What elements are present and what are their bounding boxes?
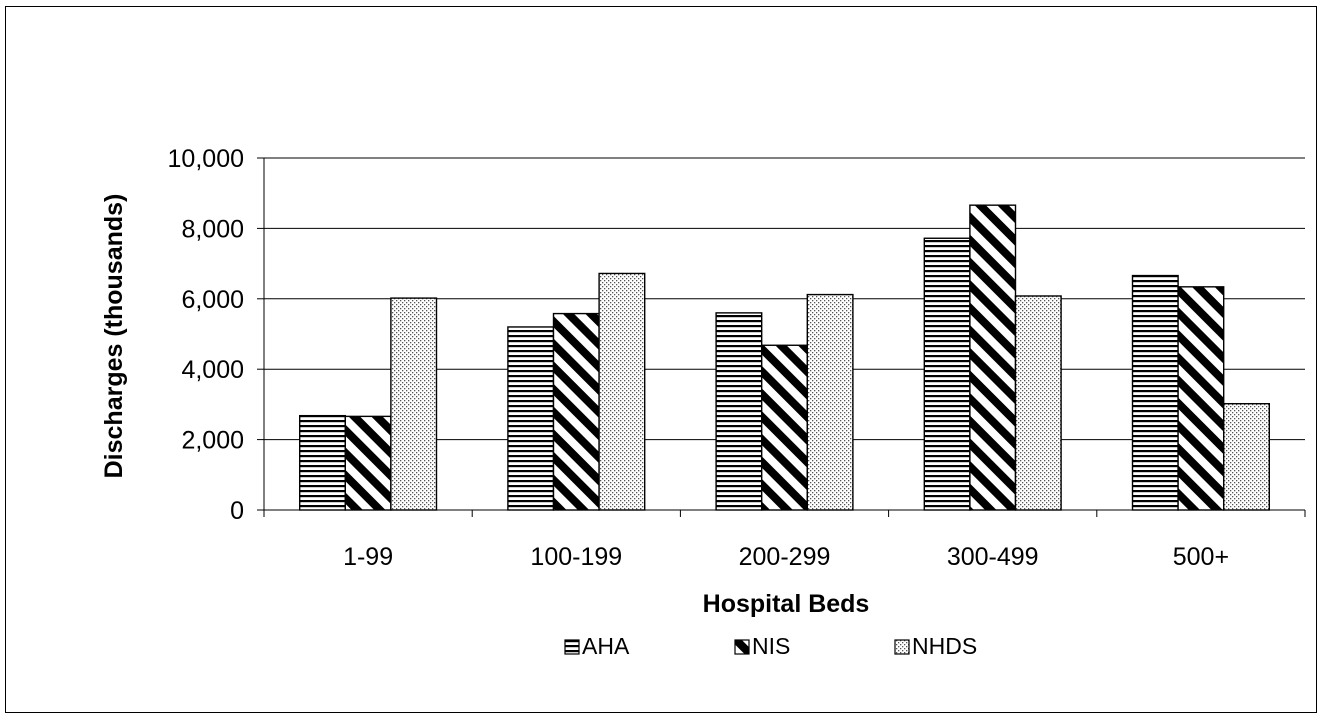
bar-aha [299,414,347,511]
legend-item-aha: AHA [564,633,630,659]
bar-aha [507,326,555,511]
y-tick-label: 6,000 [181,286,244,314]
y-tick-label: 4,000 [181,356,244,384]
legend-label: AHA [582,633,630,659]
x-tick-label: 100-199 [530,543,622,571]
x-tick-label: 300-499 [947,543,1039,571]
bar-nis [344,415,392,511]
bar-nis [552,312,600,511]
chart-frame [5,6,1317,713]
x-tick-label: 500+ [1173,543,1229,571]
bar-nhds [1014,295,1062,511]
legend-swatch [564,639,580,655]
y-tick-label: 10,000 [168,145,244,173]
x-axis-title: Hospital Beds [703,590,870,618]
y-tick-label: 8,000 [181,215,244,243]
bar-nhds [806,293,854,511]
tick-labels: 0 2,000 4,000 6,000 8,000 10,000 1-99 100-199 20… [168,145,1230,571]
legend-label: NIS [752,633,790,659]
axes [257,157,1306,517]
legend-swatch [894,639,910,655]
legend-item-nhds: NHDS [894,633,977,659]
x-tick-label: 1-99 [343,543,393,571]
bar-aha [923,237,971,511]
y-tick-label: 0 [230,497,244,525]
y-axis-title: Discharges (thousands) [100,194,128,479]
bar-aha [1131,274,1179,511]
legend-label: NHDS [912,633,977,659]
bar-aha [715,312,763,511]
legend-swatch [734,639,750,655]
legend-item-nis: NIS [734,633,790,659]
bar-nis [761,344,809,511]
bars [299,204,1270,511]
bar-nhds [390,297,438,511]
bar-nis [969,204,1017,511]
bar-nhds [1222,402,1270,511]
bar-nis [1177,286,1225,511]
y-tick-label: 2,000 [181,427,244,455]
x-tick-label: 200-299 [739,543,831,571]
legend: AHA NIS NHDS [564,633,977,659]
bar-nhds [598,272,646,511]
